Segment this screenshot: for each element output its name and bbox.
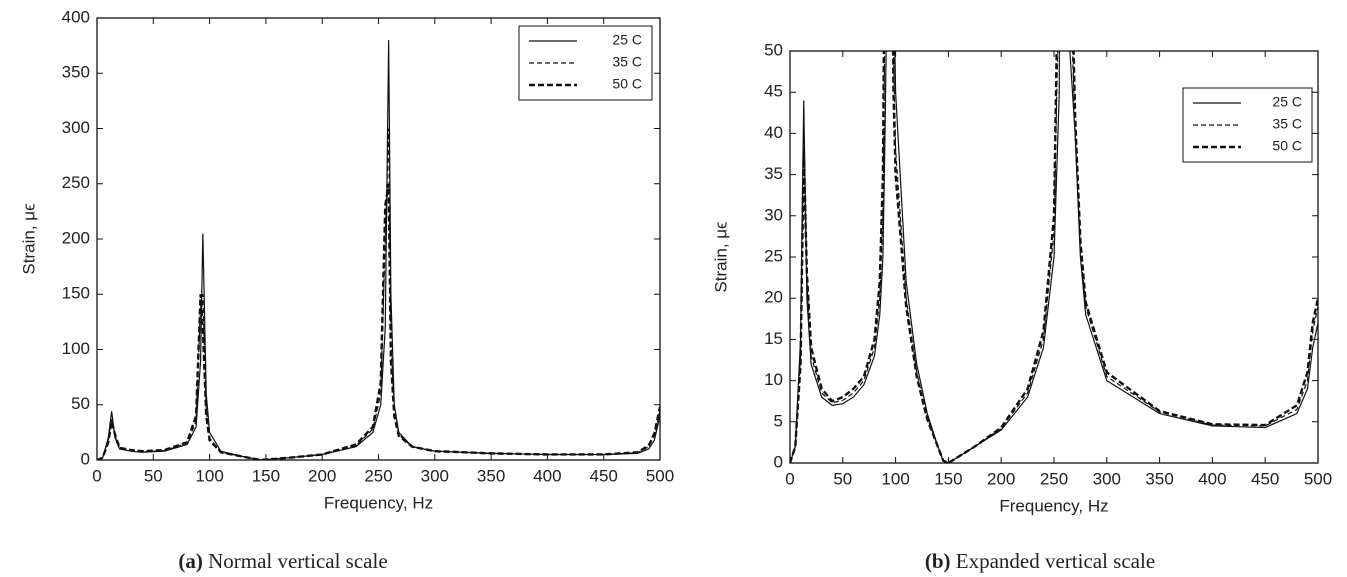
series-line — [790, 51, 1318, 463]
caption-label: (a) — [178, 549, 203, 573]
y-tick-label: 350 — [62, 63, 90, 82]
x-tick-label: 100 — [195, 466, 223, 485]
x-tick-label: 450 — [590, 466, 618, 485]
chart: 0 50 100 150 200 250 300 350 400 450 500 0 5 10 15 20 25… — [711, 40, 1332, 573]
lines — [97, 40, 660, 460]
legend-label: 50 C — [612, 76, 642, 92]
x-tick-label: 250 — [1040, 469, 1068, 488]
y-tick-label: 300 — [62, 118, 90, 137]
y-tick-label: 200 — [62, 228, 90, 247]
x-tick-label: 200 — [308, 466, 336, 485]
y-tick-label: 0 — [774, 452, 783, 471]
y-tick-label: 40 — [764, 123, 783, 142]
y-tick-label: 0 — [81, 449, 90, 468]
x-tick-label: 150 — [252, 466, 280, 485]
x-tick-label: 250 — [364, 466, 392, 485]
caption: (b) Expanded vertical scale — [925, 549, 1155, 573]
x-tick-label: 400 — [1198, 469, 1226, 488]
chart: 0 50 100 150 200 250 300 350 400 450 500 0 50 100 150 2… — [19, 7, 674, 572]
caption-label: (b) — [925, 549, 951, 573]
lines — [790, 51, 1318, 463]
y-tick-label: 400 — [62, 7, 90, 26]
y-tick-label: 25 — [764, 246, 783, 265]
legend: 25 C 35 C 50 C — [1182, 87, 1313, 163]
y-tick-label: 250 — [62, 173, 90, 192]
y-tick-label: 35 — [764, 164, 783, 183]
plot-frame — [789, 50, 1319, 464]
y-axis-title: Strain, μϵ — [19, 203, 38, 274]
x-tick-label: 50 — [144, 466, 163, 485]
plot-frame — [96, 17, 661, 461]
y-tick-label: 100 — [62, 339, 90, 358]
caption-text: Expanded vertical scale — [956, 549, 1155, 573]
series-line — [790, 51, 1318, 463]
y-tick-label: 10 — [764, 370, 783, 389]
legend-label: 25 C — [612, 32, 642, 48]
x-tick-label: 0 — [92, 466, 101, 485]
x-tick-label: 300 — [421, 466, 449, 485]
x-tick-label: 500 — [646, 466, 674, 485]
legend: 25 C 35 C 50 C — [518, 25, 653, 101]
x-tick-label: 500 — [1304, 469, 1332, 488]
x-axis-title: Frequency, Hz — [324, 493, 433, 512]
legend-label: 50 C — [1272, 138, 1302, 154]
legend-label: 25 C — [1272, 94, 1302, 110]
caption-text: Normal vertical scale — [208, 549, 388, 573]
y-tick-label: 30 — [764, 205, 783, 224]
x-tick-label: 100 — [881, 469, 909, 488]
y-tick-label: 5 — [774, 411, 783, 430]
x-tick-label: 0 — [785, 469, 794, 488]
x-axis-title: Frequency, Hz — [999, 496, 1108, 515]
legend-label: 35 C — [612, 54, 642, 70]
caption: (a) Normal vertical scale — [178, 549, 387, 573]
x-tick-label: 350 — [1145, 469, 1173, 488]
y-tick-label: 20 — [764, 288, 783, 307]
x-tick-label: 150 — [934, 469, 962, 488]
series-line — [97, 183, 660, 460]
series-line — [97, 40, 660, 460]
x-tick-label: 450 — [1251, 469, 1279, 488]
y-tick-label: 50 — [71, 394, 90, 413]
x-tick-label: 400 — [533, 466, 561, 485]
x-tick-label: 200 — [987, 469, 1015, 488]
x-tick-label: 350 — [477, 466, 505, 485]
series-line — [790, 51, 1318, 463]
y-axis-title: Strain, μϵ — [711, 221, 730, 292]
y-tick-label: 45 — [764, 82, 783, 101]
legend-label: 35 C — [1272, 116, 1302, 132]
x-tick-label: 300 — [1093, 469, 1121, 488]
y-tick-label: 150 — [62, 284, 90, 303]
y-tick-label: 50 — [764, 40, 783, 59]
x-tick-label: 50 — [833, 469, 852, 488]
series-line — [97, 128, 660, 460]
y-tick-label: 15 — [764, 329, 783, 348]
